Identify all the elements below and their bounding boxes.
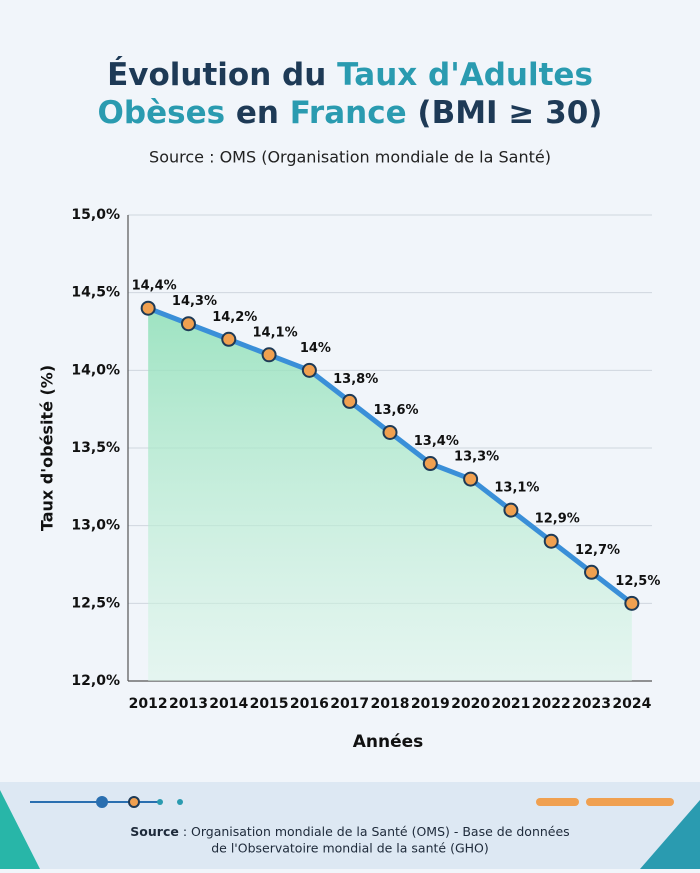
- x-tick-label: 2024: [612, 696, 651, 712]
- title-part: Taux d'Adultes: [337, 57, 593, 93]
- data-label: 13,3%: [454, 450, 499, 465]
- title-part: (BMI ≥ 30): [407, 95, 603, 131]
- title-part: Obèses: [98, 95, 226, 131]
- x-tick-label: 2015: [250, 696, 289, 712]
- data-label: 14%: [300, 341, 331, 356]
- data-label: 13,4%: [414, 434, 459, 449]
- y-tick-label: 14,5%: [71, 285, 120, 301]
- data-label: 14,4%: [132, 279, 177, 294]
- x-tick-label: 2020: [451, 696, 490, 712]
- data-label: 14,3%: [172, 294, 217, 309]
- y-tick-label: 12,0%: [71, 673, 120, 689]
- data-label: 13,6%: [373, 403, 418, 418]
- marker: [624, 595, 640, 611]
- marker: [422, 456, 438, 472]
- x-axis-label: Années: [353, 732, 424, 752]
- marker: [584, 564, 600, 580]
- title-part: en: [225, 95, 290, 131]
- marker: [463, 471, 479, 487]
- marker: [261, 347, 277, 363]
- title-part: Évolution du: [107, 57, 337, 93]
- marker: [382, 424, 398, 440]
- x-tick-label: 2012: [129, 696, 168, 712]
- data-label: 13,8%: [333, 372, 378, 387]
- marker: [140, 300, 156, 316]
- footer-line-2: de l'Observatoire mondial de la santé (G…: [211, 841, 489, 856]
- footer-label: Source: [130, 824, 179, 839]
- marker: [180, 316, 196, 332]
- chart-subtitle: Source : OMS (Organisation mondiale de l…: [149, 148, 551, 167]
- y-axis-label: Taux d'obésité (%): [38, 365, 57, 531]
- marker: [221, 331, 237, 347]
- data-label: 14,1%: [253, 325, 298, 340]
- x-tick-label: 2021: [491, 696, 530, 712]
- area: [148, 308, 632, 681]
- data-label: 12,9%: [535, 512, 580, 527]
- x-tick-label: 2019: [411, 696, 450, 712]
- y-tick-label: 14,0%: [71, 362, 120, 378]
- footer-text: : Organisation mondiale de la Santé (OMS…: [179, 824, 570, 839]
- chart-title-line-1: Évolution du Taux d'Adultes: [107, 57, 593, 93]
- x-tick-label: 2022: [532, 696, 571, 712]
- y-tick-label: 15,0%: [71, 207, 120, 223]
- marker: [301, 362, 317, 378]
- x-tick-label: 2014: [209, 696, 248, 712]
- plot: 12,0%12,5%13,0%13,5%14,0%14,5%15,0%2012 2…: [71, 207, 660, 712]
- marker: [503, 502, 519, 518]
- footer-line-1: Source : Organisation mondiale de la San…: [130, 824, 569, 839]
- marker: [342, 393, 358, 409]
- data-label: 12,7%: [575, 543, 620, 558]
- x-tick-label: 2017: [330, 696, 369, 712]
- x-tick-label: 2018: [371, 696, 410, 712]
- x-tick-label: 2013: [169, 696, 208, 712]
- data-label: 14,2%: [212, 310, 257, 325]
- y-tick-label: 13,5%: [71, 440, 120, 456]
- chart-title-line-2: Obèses en France (BMI ≥ 30): [98, 95, 603, 131]
- y-tick-label: 12,5%: [71, 595, 120, 611]
- marker: [543, 533, 559, 549]
- data-label: 13,1%: [494, 481, 539, 496]
- footer-band: [0, 782, 700, 869]
- x-tick-label: 2016: [290, 696, 329, 712]
- x-tick-label: 2023: [572, 696, 611, 712]
- y-tick-label: 13,0%: [71, 518, 120, 534]
- footer-decoration: [0, 790, 700, 869]
- data-label: 12,5%: [615, 574, 660, 589]
- title-part: France: [290, 95, 407, 131]
